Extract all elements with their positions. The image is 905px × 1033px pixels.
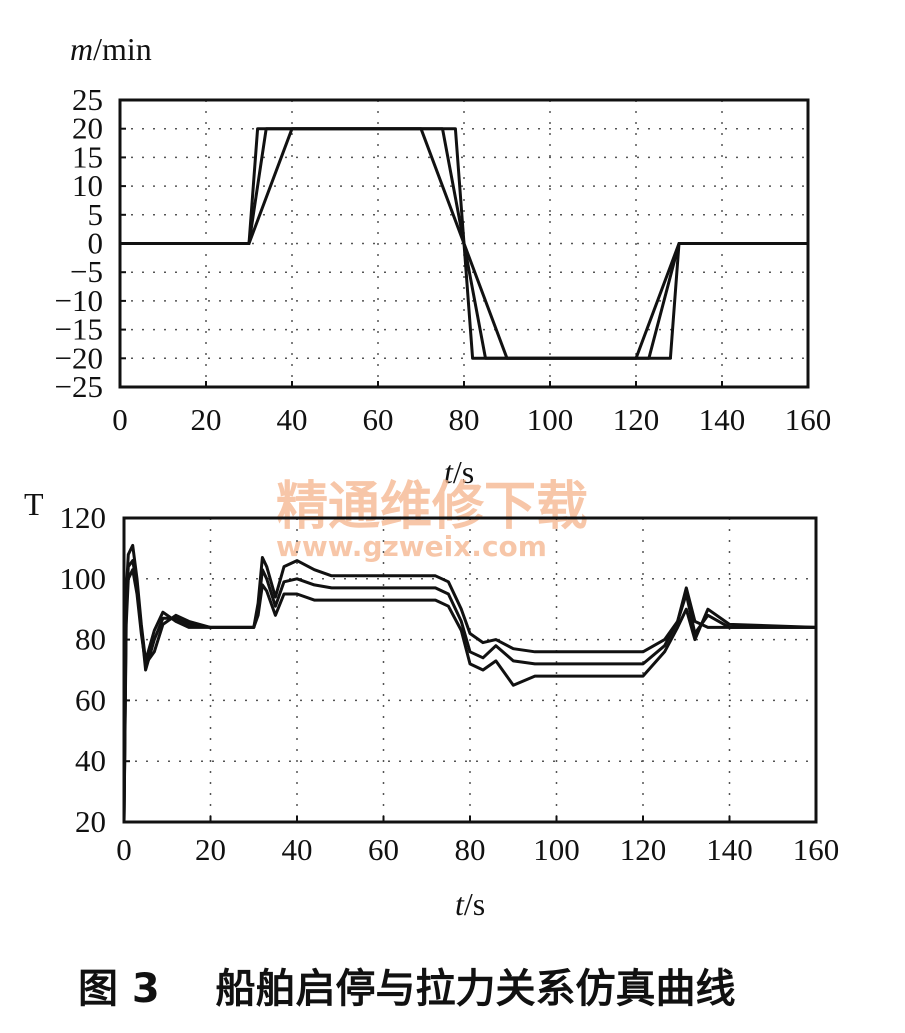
y-tick-label: −20 <box>55 340 103 375</box>
y-tick-label: −10 <box>55 283 103 318</box>
chart0-series-group <box>120 127 808 360</box>
y-tick-label: 5 <box>88 197 104 232</box>
x-tick-label: 60 <box>368 832 399 867</box>
watermark-url: www.gzweix.com <box>276 530 547 563</box>
y-tick-label: 100 <box>60 561 107 596</box>
figure-caption: 图 3 船舶启停与拉力关系仿真曲线 <box>78 966 735 1012</box>
chart-position-speed: m/min 0 20 40 60 80 100 120 140 1602520151050−5−… <box>55 31 832 490</box>
chart0-xlabel: t/s <box>444 454 474 490</box>
x-tick-label: 20 <box>191 402 222 437</box>
x-tick-label: 160 <box>793 832 840 867</box>
y-tick-label: −25 <box>55 369 103 404</box>
y-tick-label: −5 <box>70 254 103 289</box>
chart0-tick-labels: 0 20 40 60 80 100 120 140 1602520151050−5−10−15−… <box>55 82 832 437</box>
series-line-3 <box>120 127 808 360</box>
x-tick-label: 140 <box>706 832 753 867</box>
x-tick-label: 120 <box>613 402 660 437</box>
x-tick-label: 40 <box>282 832 313 867</box>
x-tick-label: 100 <box>533 832 580 867</box>
x-tick-label: 20 <box>195 832 226 867</box>
y-tick-label: 20 <box>75 804 106 839</box>
watermark-text: 精通维修下载 <box>276 477 588 537</box>
chart1-tick-labels: 0 20 40 60 80 100 120 140 160 120 100 80 60 40 20 <box>60 500 840 867</box>
chart1-series-group <box>122 543 817 823</box>
chart-tension: T 0 20 40 60 80 100 120 140 160 120 100 80 60 40 20 t/… <box>24 486 839 922</box>
chart0-ylabel: m/min <box>70 31 152 67</box>
y-tick-label: 120 <box>60 500 107 535</box>
y-tick-label: 20 <box>72 111 103 146</box>
y-tick-label: 80 <box>75 622 106 657</box>
x-tick-label: 60 <box>363 402 394 437</box>
x-tick-label: 0 <box>116 832 132 867</box>
x-tick-label: 160 <box>785 402 832 437</box>
x-tick-label: 80 <box>449 402 480 437</box>
y-tick-label: 10 <box>72 168 103 203</box>
x-tick-label: 0 <box>112 402 128 437</box>
series-line-1 <box>122 543 816 823</box>
y-tick-label: 60 <box>75 682 106 717</box>
chart1-grid <box>124 518 816 822</box>
chart1-ylabel: T <box>24 486 44 522</box>
y-tick-label: −15 <box>55 312 103 347</box>
y-tick-label: 25 <box>72 82 103 117</box>
y-tick-label: 0 <box>88 226 104 261</box>
chart1-xlabel: t/s <box>455 886 485 922</box>
x-tick-label: 40 <box>277 402 308 437</box>
series-line-3 <box>122 568 817 823</box>
y-tick-label: 15 <box>72 139 103 174</box>
x-tick-label: 140 <box>699 402 746 437</box>
x-tick-label: 80 <box>455 832 486 867</box>
x-tick-label: 120 <box>620 832 667 867</box>
y-tick-label: 40 <box>75 743 106 778</box>
x-tick-label: 100 <box>527 402 574 437</box>
